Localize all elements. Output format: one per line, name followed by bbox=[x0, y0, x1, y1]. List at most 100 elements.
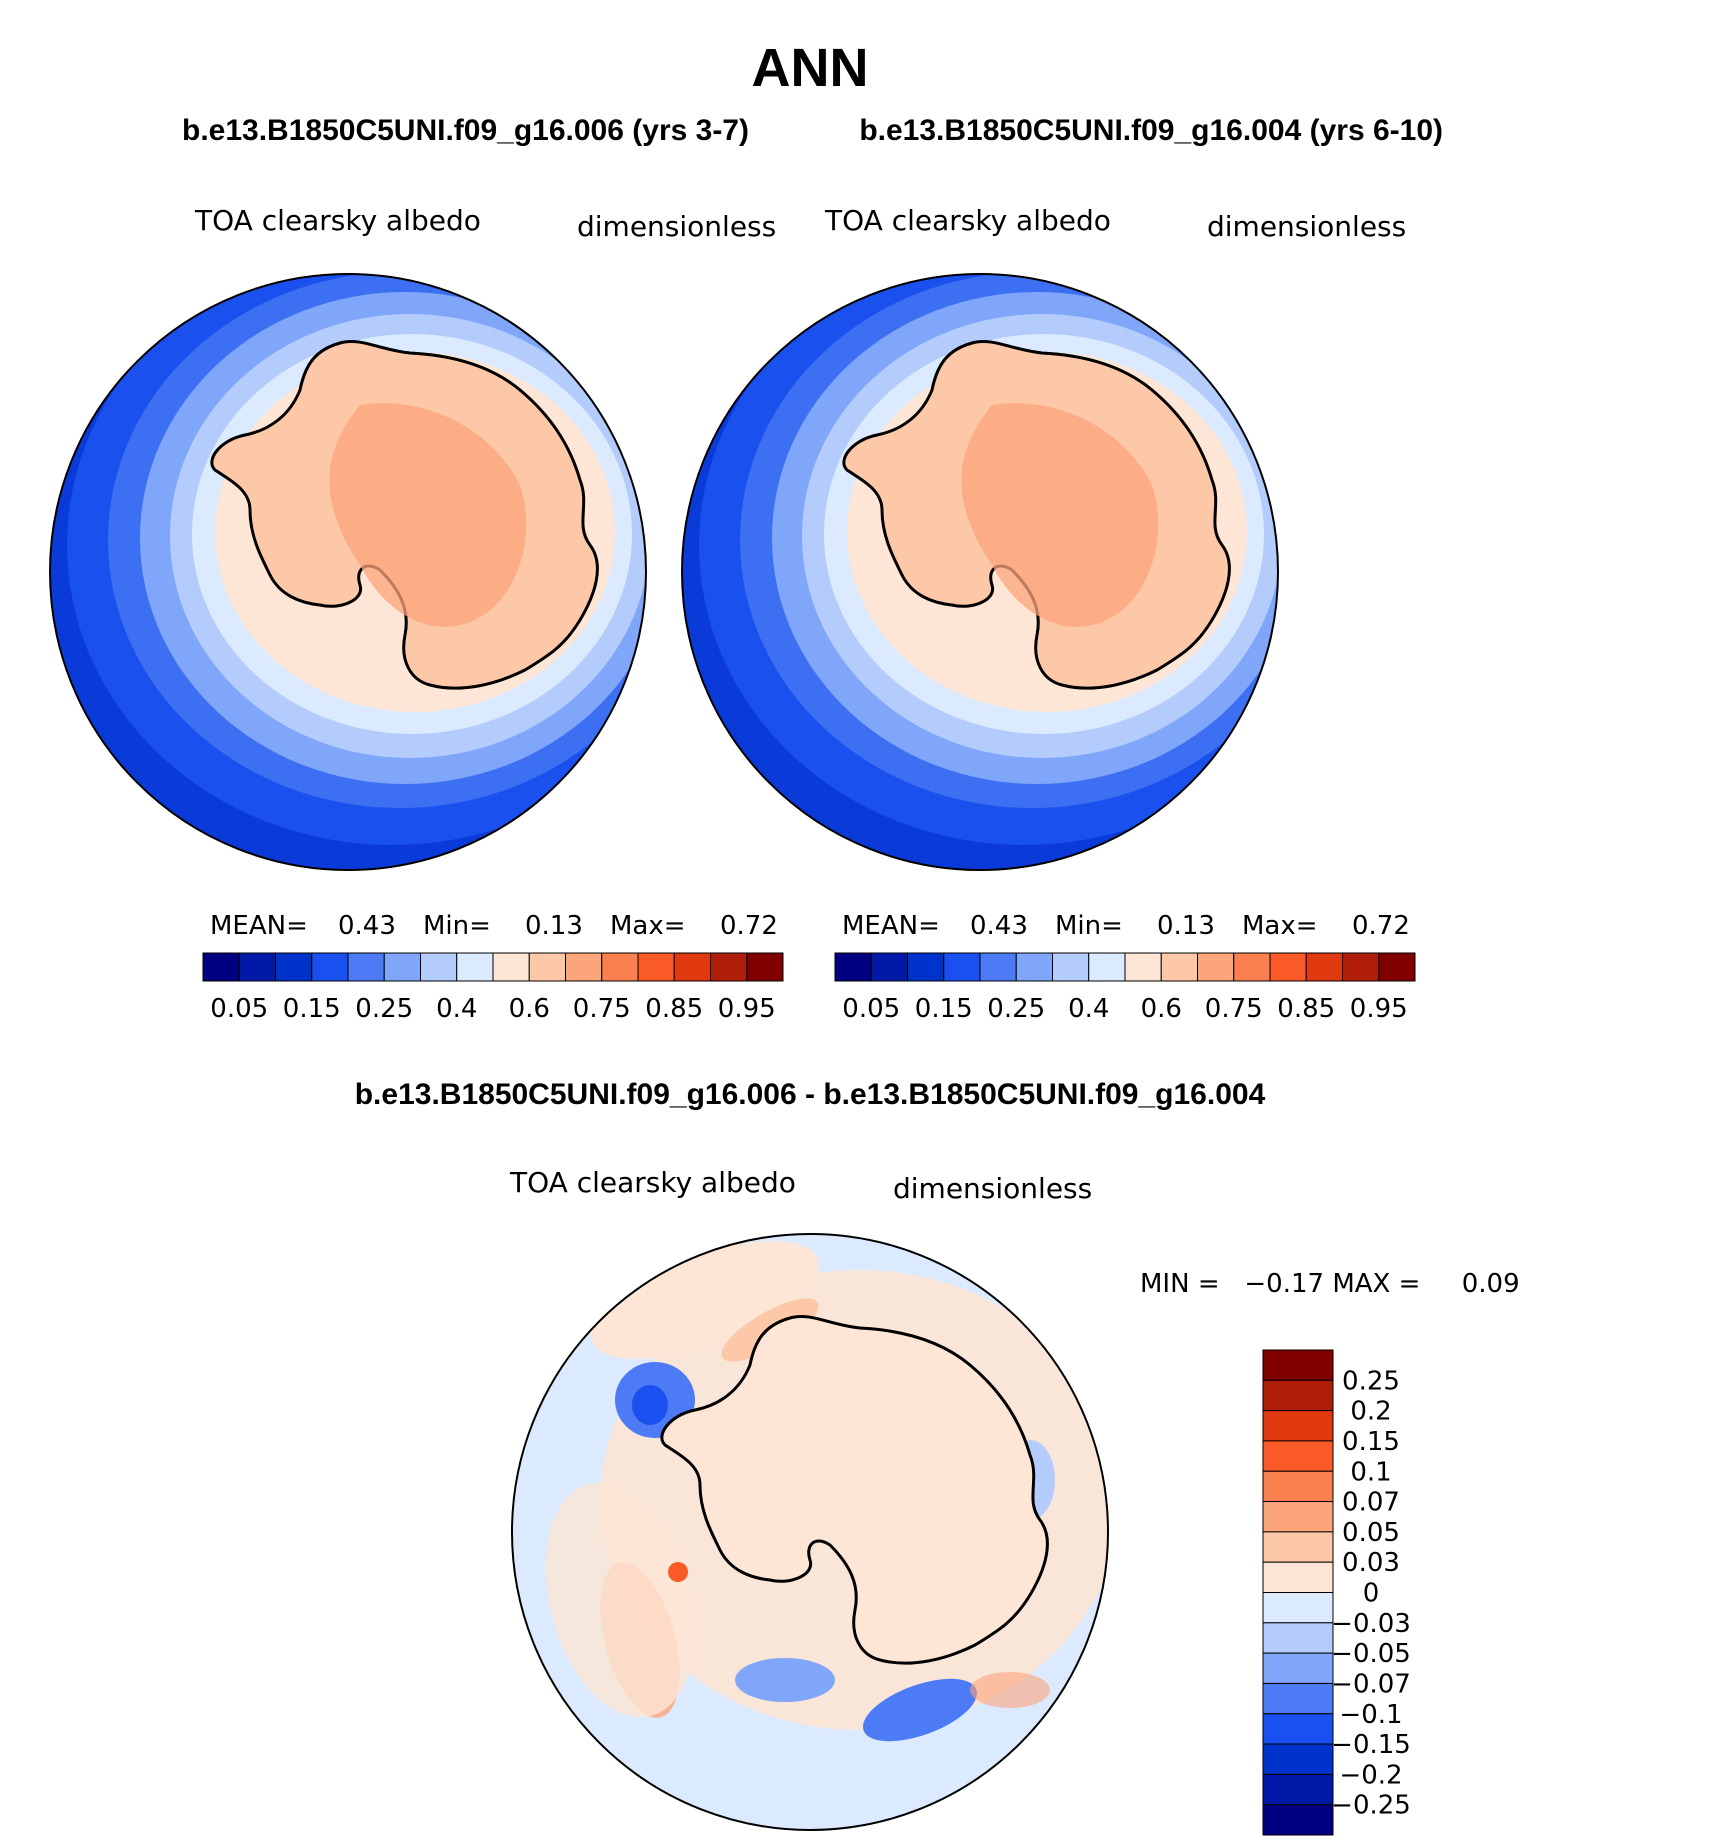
colorbar-ref-tick-label: 0.85 bbox=[1277, 994, 1335, 1024]
colorbar-diff-swatch bbox=[1262, 1470, 1334, 1503]
colorbar-diff-tick-label: −0.25 bbox=[1331, 1791, 1411, 1821]
stats-test: MEAN= 0.43 Min= 0.13 Max= 0.72 bbox=[210, 911, 778, 941]
colorbar-diff-tick-label: 0.1 bbox=[1350, 1457, 1391, 1487]
colorbar-test-swatch bbox=[637, 952, 675, 982]
colorbar-diff-swatch bbox=[1262, 1440, 1334, 1472]
colorbar-diff-swatch bbox=[1262, 1773, 1334, 1806]
stats-ref-min-label: Min= bbox=[1055, 911, 1123, 941]
diff-units: dimensionless bbox=[893, 1172, 1092, 1205]
stats-test-max: 0.72 bbox=[720, 911, 778, 941]
colorbar-diff-tick-label: 0.15 bbox=[1342, 1427, 1400, 1457]
colorbar-ref-swatch bbox=[907, 952, 945, 982]
colorbar-ref-swatch bbox=[1233, 952, 1271, 982]
colorbar-ref-swatch bbox=[1378, 952, 1416, 982]
colorbar-ref-swatch bbox=[1052, 952, 1090, 982]
colorbar-diff-swatch bbox=[1262, 1622, 1334, 1654]
colorbar-diff-swatch bbox=[1262, 1501, 1334, 1533]
stats-test-max-label: Max= bbox=[610, 911, 686, 941]
colorbar-test-swatch bbox=[383, 952, 421, 982]
colorbar-test-swatch bbox=[238, 952, 276, 982]
stats-test-mean: 0.43 bbox=[338, 911, 396, 941]
map-panel-diff bbox=[511, 1233, 1109, 1831]
panel-b-variable: TOA clearsky albedo bbox=[824, 204, 1111, 237]
colorbar-diff-swatch bbox=[1262, 1713, 1334, 1745]
colorbar-ref-swatch bbox=[1342, 952, 1380, 982]
stats-test-mean-label: MEAN= bbox=[210, 911, 308, 941]
stats-ref-min: 0.13 bbox=[1157, 911, 1215, 941]
colorbar-diff-tick-label: 0 bbox=[1363, 1579, 1380, 1609]
diff-variable: TOA clearsky albedo bbox=[509, 1166, 796, 1199]
colorbar-diff-tick-label: 0.2 bbox=[1350, 1397, 1391, 1427]
colorbar-diff-tick-label: 0.03 bbox=[1342, 1548, 1400, 1578]
season-title: ANN bbox=[752, 38, 869, 98]
colorbar-ref-tick-label: 0.75 bbox=[1205, 994, 1263, 1024]
stats-ref-mean: 0.43 bbox=[970, 911, 1028, 941]
colorbar-diff-swatch bbox=[1262, 1379, 1334, 1412]
colorbar-test-swatch bbox=[601, 952, 639, 982]
colorbar-diff-swatch bbox=[1262, 1531, 1334, 1563]
colorbar-diff: 0.250.20.150.10.070.050.030−0.03−0.05−0.… bbox=[1262, 1349, 1411, 1836]
colorbar-diff-tick-label: 0.07 bbox=[1342, 1488, 1400, 1518]
colorbar-test-tick-label: 0.75 bbox=[573, 994, 631, 1024]
colorbar-diff-tick-label: −0.03 bbox=[1331, 1609, 1411, 1639]
colorbar-test-swatch bbox=[746, 952, 784, 982]
colorbar-test-tick-label: 0.25 bbox=[355, 994, 413, 1024]
colorbar-test-tick-label: 0.15 bbox=[283, 994, 341, 1024]
colorbar-ref-swatch bbox=[1088, 952, 1126, 982]
colorbar-test-swatch bbox=[311, 952, 349, 982]
colorbar-diff-swatch bbox=[1262, 1743, 1334, 1775]
colorbar-test-swatch bbox=[492, 952, 530, 982]
colorbar-diff-tick-label: −0.07 bbox=[1331, 1669, 1411, 1699]
colorbar-ref-swatch bbox=[1305, 952, 1343, 982]
colorbar-ref-swatch bbox=[1197, 952, 1235, 982]
colorbar-diff-tick-label: 0.25 bbox=[1342, 1366, 1400, 1396]
colorbar-ref-tick-label: 0.95 bbox=[1350, 994, 1408, 1024]
colorbar-diff-swatch bbox=[1262, 1592, 1334, 1624]
colorbar-ref-swatch bbox=[870, 952, 908, 982]
colorbar-diff-tick-label: −0.05 bbox=[1331, 1639, 1411, 1669]
stats-ref-max: 0.72 bbox=[1352, 911, 1410, 941]
map-panel-test bbox=[49, 273, 647, 871]
colorbar-test-tick-label: 0.6 bbox=[509, 994, 550, 1024]
colorbar-ref-swatch bbox=[1124, 952, 1162, 982]
case-ref-title: b.e13.B1850C5UNI.f09_g16.004 (yrs 6-10) bbox=[859, 114, 1443, 147]
colorbar-test-swatch bbox=[673, 952, 711, 982]
panel-b-units: dimensionless bbox=[1207, 210, 1406, 243]
colorbar-ref: 0.05 0.15 0.25 0.4 0.6 0.75 0.85 0.95 bbox=[834, 952, 1416, 1024]
stats-ref-mean-label: MEAN= bbox=[842, 911, 940, 941]
colorbar-diff-swatch bbox=[1262, 1349, 1334, 1381]
colorbar-test-tick-label: 0.95 bbox=[718, 994, 776, 1024]
colorbar-test-swatch bbox=[565, 952, 603, 982]
colorbar-diff-swatch bbox=[1262, 1410, 1334, 1442]
colorbar-diff-tick-label: −0.15 bbox=[1331, 1730, 1411, 1760]
colorbar-test-tick-label: 0.4 bbox=[436, 994, 477, 1024]
colorbar-diff-swatch bbox=[1262, 1682, 1334, 1715]
map-panel-ref bbox=[681, 273, 1279, 871]
colorbar-ref-tick-label: 0.05 bbox=[842, 994, 900, 1024]
stats-test-min-label: Min= bbox=[423, 911, 491, 941]
stats-test-min: 0.13 bbox=[525, 911, 583, 941]
colorbar-ref-swatch bbox=[1269, 952, 1307, 982]
colorbar-ref-swatch bbox=[979, 952, 1017, 982]
colorbar-diff-swatch bbox=[1262, 1561, 1334, 1593]
colorbar-ref-tick-label: 0.25 bbox=[987, 994, 1045, 1024]
case-test-title: b.e13.B1850C5UNI.f09_g16.006 (yrs 3-7) bbox=[182, 114, 749, 147]
panel-a-variable: TOA clearsky albedo bbox=[194, 204, 481, 237]
colorbar-ref-swatch bbox=[943, 952, 981, 982]
colorbar-diff-tick-label: 0.05 bbox=[1342, 1518, 1400, 1548]
diff-minmax: MIN = −0.17 MAX = 0.09 bbox=[1140, 1269, 1520, 1299]
colorbar-test-swatch bbox=[710, 952, 748, 982]
diff-title: b.e13.B1850C5UNI.f09_g16.006 - b.e13.B18… bbox=[355, 1078, 1266, 1111]
stats-ref-max-label: Max= bbox=[1242, 911, 1318, 941]
colorbar-test: 0.05 0.15 0.25 0.4 0.6 0.75 0.85 0.95 bbox=[202, 952, 784, 1024]
colorbar-test-swatch bbox=[275, 952, 313, 982]
colorbar-diff-swatch bbox=[1262, 1652, 1334, 1684]
colorbar-test-swatch bbox=[347, 952, 385, 982]
colorbar-test-swatch bbox=[202, 952, 240, 982]
colorbar-ref-swatch bbox=[834, 952, 872, 982]
colorbar-test-swatch bbox=[528, 952, 566, 982]
colorbar-ref-tick-label: 0.15 bbox=[915, 994, 973, 1024]
colorbar-ref-swatch bbox=[1160, 952, 1198, 982]
colorbar-ref-swatch bbox=[1015, 952, 1053, 982]
